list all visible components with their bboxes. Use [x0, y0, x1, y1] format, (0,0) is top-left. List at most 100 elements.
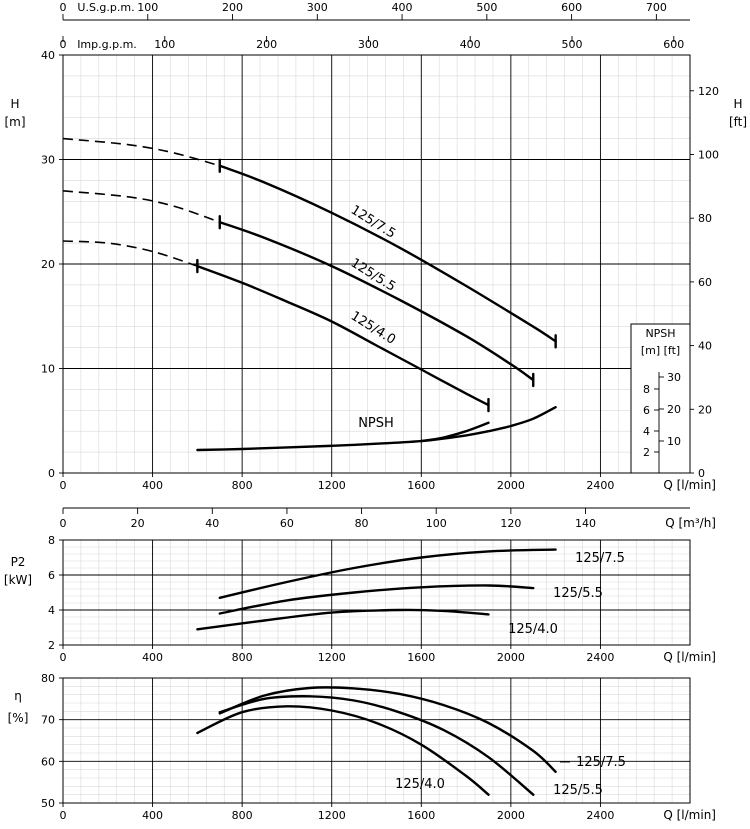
eff-x-axis-label: Q [l/min]: [663, 808, 716, 822]
m3h-tick-label: 80: [355, 517, 369, 530]
head-curve-125/4.0: [196, 264, 490, 407]
eff-x-tick-label: 0: [60, 809, 67, 822]
power-x-tick-label: 0: [60, 651, 67, 664]
eff-curve-125/7.5: [218, 686, 557, 773]
m3h-tick-label: 0: [60, 517, 67, 530]
eff-curve-125/4.0: [196, 705, 490, 796]
impgpm-tick-label: 100: [154, 38, 175, 51]
m3h-label: Q [m³/h]: [665, 516, 716, 530]
head-x-tick-label: 1200: [318, 479, 346, 492]
efficiency-chart: 50 60 70 80 η [%] 0 400 800 1200 1600 2000 2400 Q [l/…: [8, 672, 716, 822]
usgpm-tick-label: 500: [476, 1, 497, 14]
head-y-axis-label: H: [10, 97, 19, 111]
power-x-tick-label: 800: [232, 651, 253, 664]
m3h-tick-label: 40: [205, 517, 219, 530]
npsh-box-m-label: 8: [643, 383, 650, 396]
eff-y-tick-label: 50: [41, 797, 55, 810]
usgpm-label: U.S.g.p.m.: [77, 1, 134, 14]
head-right-axis-label: H: [733, 97, 742, 111]
power-x-axis-label: Q [l/min]: [663, 650, 716, 664]
power-curve-label: 125/4.0: [508, 622, 558, 637]
head-ft-tick-label: 40: [698, 340, 712, 353]
m3h-axis: 0 20 40 60 80 100 120 140 Q [m³/h]: [60, 507, 716, 530]
usgpm-tick-label: 0: [60, 1, 67, 14]
power-curve-125/7.5: [218, 548, 557, 599]
head-x-tick-label: 1600: [407, 479, 435, 492]
eff-curve-label: 125/7.5: [576, 755, 626, 770]
head-curve-125/4.0-dashed: [62, 240, 198, 267]
impgpm-label: Imp.g.p.m.: [77, 38, 137, 51]
head-ft-tick-label: 100: [698, 148, 719, 161]
npsh-curve-1: [420, 421, 490, 443]
power-curve-label: 125/5.5: [553, 586, 603, 601]
eff-y-axis-unit: [%]: [8, 711, 29, 725]
head-y-axis-unit: [m]: [4, 115, 25, 129]
m3h-tick-label: 140: [575, 517, 596, 530]
eff-y-axis-label: η: [14, 689, 22, 703]
eff-x-tick-label: 2400: [586, 809, 614, 822]
head-y-tick-label: 20: [41, 258, 55, 271]
head-x-tick-label: 2400: [586, 479, 614, 492]
eff-curve-label: 125/4.0: [395, 777, 445, 792]
usgpm-tick-label: 600: [561, 1, 582, 14]
eff-x-tick-label: 400: [142, 809, 163, 822]
head-x-tick-label: 400: [142, 479, 163, 492]
head-x-tick-label: 2000: [497, 479, 525, 492]
power-x-tick-label: 2400: [586, 651, 614, 664]
npsh-box-ft-label: 20: [667, 403, 681, 416]
head-ft-tick-label: 80: [698, 212, 712, 225]
power-y-tick-label: 8: [48, 534, 55, 547]
npsh-box-ft-label: 30: [667, 371, 681, 384]
npsh-box-ft-label: 10: [667, 435, 681, 448]
m3h-tick-label: 100: [426, 517, 447, 530]
power-curve-label: 125/7.5: [575, 551, 625, 566]
head-x-tick-label: 800: [232, 479, 253, 492]
npsh-box-m-label: 6: [643, 404, 650, 417]
eff-frame: [62, 677, 691, 804]
usgpm-tick-label: 100: [137, 1, 158, 14]
eff-y-tick-label: 80: [41, 672, 55, 685]
usgpm-tick-label: 300: [307, 1, 328, 14]
npsh-box: [630, 323, 691, 474]
head-ft-tick-label: 120: [698, 85, 719, 98]
power-x-tick-label: 1600: [407, 651, 435, 664]
eff-x-tick-label: 1600: [407, 809, 435, 822]
npsh-box-m-label: 2: [643, 446, 650, 459]
usgpm-tick-label: 200: [222, 1, 243, 14]
power-y-axis-label: P2: [11, 555, 26, 569]
power-frame: [62, 539, 691, 646]
head-x-tick-label: 0: [60, 479, 67, 492]
eff-curve-label: 125/5.5: [553, 783, 603, 798]
top-flow-axes: 0 100 200 300 400 500 600 700 U.S.g.p.m. 0 100 200 3…: [60, 1, 690, 51]
usgpm-tick-label: 400: [392, 1, 413, 14]
npsh-curve-label: NPSH: [358, 416, 394, 431]
head-ft-tick-label: 60: [698, 276, 712, 289]
eff-y-tick-label: 60: [41, 755, 55, 768]
head-ft-tick-label: 20: [698, 403, 712, 416]
power-chart: 2 4 6 8 P2 [kW] 0 400 800 1200 1600 2000 2400 Q [l/mi…: [4, 534, 716, 664]
impgpm-tick-label: 0: [60, 38, 67, 51]
npsh-box-units: [m] [ft]: [641, 344, 680, 357]
power-x-tick-label: 2000: [497, 651, 525, 664]
power-y-tick-label: 2: [48, 639, 55, 652]
head-y-tick-label: 40: [41, 49, 55, 62]
power-y-axis-unit: [kW]: [4, 573, 32, 587]
head-curve-125/7.5-dashed: [62, 137, 221, 167]
impgpm-tick-label: 300: [358, 38, 379, 51]
head-y-tick-label: 30: [41, 154, 55, 167]
head-curve-label: 125/5.5: [348, 256, 398, 295]
power-y-tick-label: 6: [48, 569, 55, 582]
power-curve-125/5.5: [218, 584, 535, 615]
power-curve-125/4.0: [196, 608, 490, 631]
eff-curve-125/5.5: [218, 695, 535, 796]
m3h-tick-label: 20: [131, 517, 145, 530]
head-ft-tick-label: 0: [698, 467, 705, 480]
head-curve-label: 125/4.0: [348, 309, 398, 348]
eff-y-tick-label: 70: [41, 714, 55, 727]
eff-x-tick-label: 800: [232, 809, 253, 822]
impgpm-tick-label: 200: [256, 38, 277, 51]
power-x-tick-label: 400: [142, 651, 163, 664]
head-curve-125/5.5-dashed: [62, 190, 221, 223]
eff-x-tick-label: 2000: [497, 809, 525, 822]
